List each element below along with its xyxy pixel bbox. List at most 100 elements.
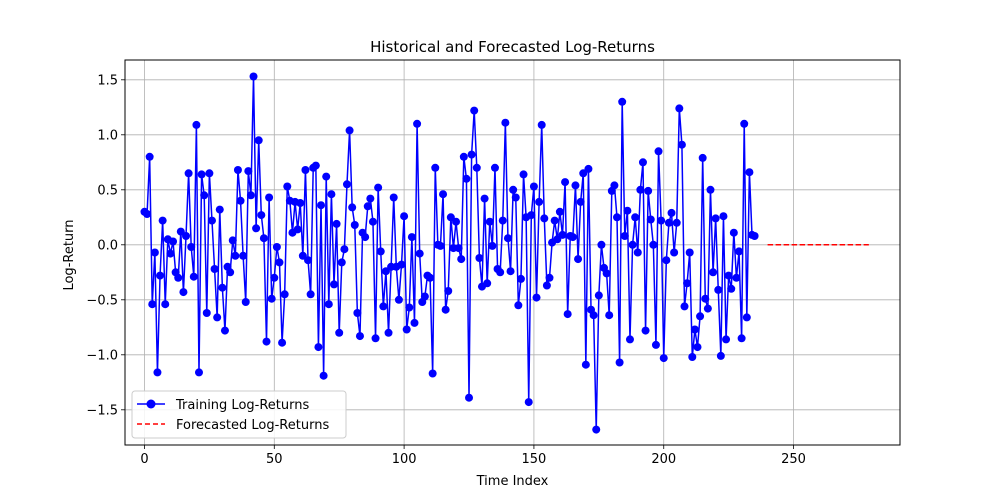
- data-point-training: [462, 174, 471, 183]
- data-point-training: [467, 150, 476, 159]
- y-tick-label: 1.5: [97, 73, 118, 88]
- data-point-training: [563, 310, 572, 319]
- data-point-training: [465, 393, 474, 402]
- data-point-training: [459, 152, 468, 161]
- data-point-training: [475, 254, 484, 262]
- data-point-training: [420, 292, 429, 301]
- data-point-training: [189, 272, 198, 281]
- data-point-training: [340, 245, 349, 254]
- data-point-training: [680, 302, 689, 311]
- data-point-training: [428, 369, 437, 378]
- data-point-training: [143, 210, 152, 218]
- data-point-training: [496, 268, 505, 277]
- data-point-training: [345, 126, 354, 135]
- data-point-training: [254, 136, 263, 145]
- data-point-training: [278, 338, 287, 347]
- y-tick-label: 0.0: [97, 238, 118, 253]
- x-tick-label: 0: [140, 452, 148, 467]
- data-point-training: [426, 273, 435, 282]
- data-point-training: [244, 167, 253, 176]
- legend-label-training: Training Log-Returns: [175, 398, 309, 413]
- data-point-training: [228, 236, 237, 245]
- data-point-training: [732, 273, 741, 282]
- data-point-training: [664, 218, 673, 227]
- data-point-training: [501, 118, 510, 127]
- data-point-training: [215, 205, 224, 214]
- data-point-training: [194, 368, 203, 377]
- data-point-training: [571, 181, 580, 190]
- data-point-training: [436, 241, 445, 250]
- data-point-training: [207, 216, 216, 225]
- data-point-training: [618, 97, 627, 106]
- data-point-training: [374, 183, 383, 192]
- x-tick-label: 250: [781, 452, 806, 467]
- data-point-training: [145, 152, 154, 161]
- data-point-training: [625, 335, 634, 344]
- data-point-training: [280, 290, 289, 299]
- data-point-training: [693, 343, 702, 352]
- data-point-training: [265, 193, 274, 202]
- y-tick-label: 1.0: [97, 128, 118, 143]
- data-point-training: [332, 219, 341, 228]
- data-point-training: [319, 371, 328, 380]
- data-point-training: [620, 232, 629, 240]
- legend-box: [131, 390, 347, 439]
- data-point-training: [272, 243, 281, 251]
- data-point-training: [153, 368, 162, 377]
- data-point-training: [542, 281, 551, 290]
- data-point-training: [169, 237, 178, 246]
- legend-marker-training: [146, 399, 156, 409]
- data-point-training: [685, 248, 694, 257]
- data-point-training: [690, 325, 699, 334]
- data-point-training: [545, 273, 554, 282]
- data-point-training: [654, 147, 663, 156]
- data-point-training: [506, 267, 515, 276]
- data-point-training: [584, 164, 593, 173]
- data-point-training: [182, 232, 191, 240]
- series-line-training: [143, 75, 755, 431]
- data-point-training: [706, 185, 715, 194]
- data-point-training: [166, 249, 175, 258]
- y-tick-label: 0.5: [97, 183, 118, 198]
- data-point-training: [174, 273, 183, 282]
- data-point-training: [371, 334, 380, 343]
- data-point-training: [384, 328, 393, 337]
- data-point-training: [306, 290, 315, 299]
- data-point-training: [480, 194, 489, 203]
- data-point-training: [662, 256, 671, 265]
- data-point-training: [745, 168, 754, 177]
- data-point-training: [472, 163, 481, 172]
- data-point-training: [714, 285, 723, 294]
- data-point-training: [444, 287, 453, 295]
- data-point-training: [529, 182, 538, 191]
- data-point-training: [205, 169, 214, 178]
- data-point-training: [581, 360, 590, 369]
- data-point-training: [314, 343, 323, 352]
- data-point-training: [485, 217, 494, 226]
- data-point-training: [342, 180, 351, 189]
- data-point-training: [405, 303, 414, 312]
- data-point-training: [740, 119, 749, 128]
- data-point-training: [633, 248, 642, 257]
- data-point-training: [636, 185, 645, 194]
- data-point-training: [270, 273, 279, 282]
- data-point-training: [470, 106, 479, 115]
- data-point-training: [317, 201, 326, 210]
- data-point-training: [394, 295, 403, 304]
- data-point-training: [431, 163, 440, 172]
- data-point-training: [301, 166, 310, 174]
- data-point-training: [711, 214, 720, 223]
- data-point-training: [231, 251, 240, 260]
- data-point-training: [213, 313, 222, 322]
- data-point-training: [293, 225, 302, 234]
- data-point-training: [241, 298, 250, 306]
- data-point-training: [252, 224, 261, 233]
- data-point-training: [631, 213, 640, 222]
- data-point-training: [589, 311, 598, 320]
- data-point-training: [236, 196, 245, 205]
- data-point-training: [366, 194, 375, 203]
- data-point-training: [259, 234, 268, 243]
- data-point-training: [179, 288, 188, 297]
- data-point-training: [226, 268, 235, 277]
